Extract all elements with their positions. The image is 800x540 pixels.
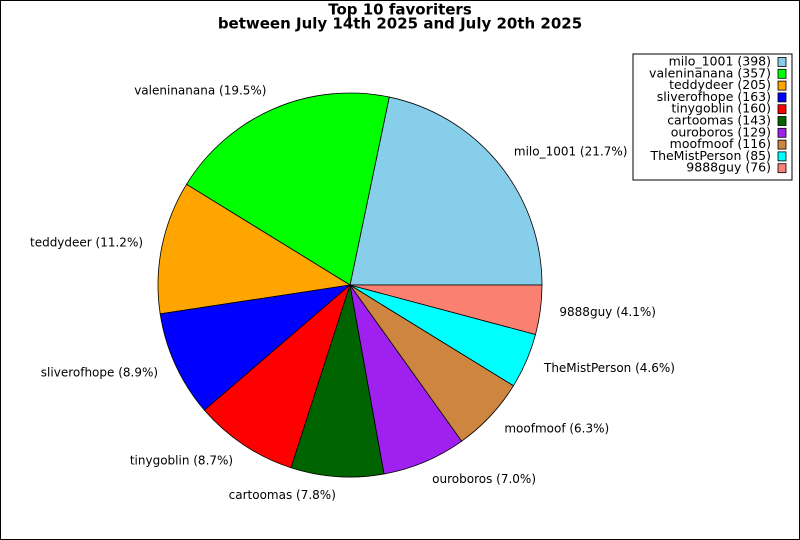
legend-swatch — [777, 151, 787, 162]
slice-label: teddydeer (11.2%) — [30, 235, 143, 249]
pie-slice — [203, 283, 351, 469]
chart-title: Top 10 favoriters — [328, 1, 472, 19]
legend-label: teddydeer (205) — [669, 77, 771, 92]
slice-label: cartoomas (7.8%) — [229, 488, 336, 502]
legend-swatch — [777, 139, 787, 150]
legend-label: ouroboros (129) — [671, 124, 771, 139]
legend-swatch — [777, 116, 787, 126]
pie-slice — [157, 183, 352, 315]
pie-slice — [185, 92, 390, 286]
legend-label: 9888guy (76) — [686, 160, 771, 175]
slice-label: TheMistPerson (4.6%) — [543, 361, 675, 375]
slice-label: 9888guy (4.1%) — [559, 305, 656, 319]
legend-label: TheMistPerson (85) — [649, 148, 771, 163]
pie-slice — [349, 284, 543, 335]
legend-swatch — [777, 57, 787, 67]
legend-swatch — [777, 68, 787, 79]
legend-swatch — [777, 163, 787, 174]
legend-swatch — [777, 104, 787, 115]
legend-label: valeninanana (357) — [649, 65, 771, 80]
legend-swatch — [777, 92, 787, 103]
legend-label: cartoomas (143) — [667, 113, 771, 128]
pie-slice — [290, 284, 385, 478]
slice-label: milo_1001 (21.7%) — [514, 144, 628, 158]
legend-swatch — [777, 127, 787, 138]
legend-swatch — [777, 80, 787, 91]
slice-label: moofmoof (6.3%) — [504, 422, 609, 436]
legend-label: tinygoblin (160) — [671, 101, 771, 116]
pie-slice — [159, 284, 352, 411]
legend-box — [632, 53, 793, 181]
chart-subtitle: between July 14th 2025 and July 20th 202… — [218, 15, 582, 33]
slice-label: tinygoblin (8.7%) — [130, 453, 233, 467]
slice-label: sliverofhope (8.9%) — [41, 366, 158, 380]
legend-label: milo_1001 (398) — [669, 54, 771, 69]
legend-label: sliverofhope (163) — [657, 89, 771, 104]
slice-label: valeninanana (19.5%) — [134, 84, 266, 98]
legend-label: moofmoof (116) — [670, 136, 771, 151]
pie-slice — [349, 96, 543, 286]
slice-label: ouroboros (7.0%) — [432, 472, 536, 486]
